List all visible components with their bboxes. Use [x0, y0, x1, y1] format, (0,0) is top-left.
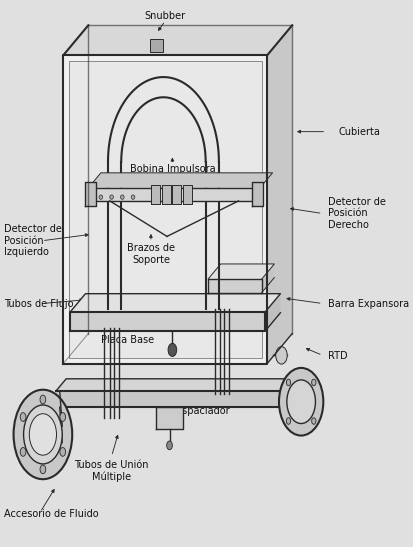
Circle shape [24, 405, 62, 464]
Ellipse shape [110, 195, 113, 199]
Ellipse shape [121, 195, 124, 199]
Circle shape [286, 379, 291, 386]
Circle shape [276, 347, 287, 364]
Polygon shape [63, 25, 292, 55]
Polygon shape [183, 184, 192, 204]
Polygon shape [88, 173, 273, 188]
Circle shape [167, 441, 172, 450]
Polygon shape [56, 391, 292, 407]
Text: Brazos de
Soporte: Brazos de Soporte [127, 243, 175, 265]
Circle shape [40, 465, 46, 474]
Circle shape [29, 414, 57, 455]
Circle shape [312, 379, 316, 386]
Text: Tubos de Flujo: Tubos de Flujo [4, 299, 74, 309]
Circle shape [287, 380, 316, 423]
Polygon shape [266, 294, 280, 331]
Polygon shape [172, 184, 181, 204]
Circle shape [279, 368, 323, 435]
Polygon shape [62, 388, 63, 443]
Text: Placa Base: Placa Base [101, 335, 154, 345]
Ellipse shape [131, 195, 135, 199]
Ellipse shape [99, 195, 103, 199]
Text: Tubos de Unión
Múltiple: Tubos de Unión Múltiple [74, 460, 149, 482]
Polygon shape [71, 294, 280, 312]
Circle shape [40, 395, 46, 404]
Circle shape [60, 412, 66, 421]
Polygon shape [71, 312, 266, 331]
Text: Cubierta: Cubierta [339, 127, 381, 137]
Circle shape [168, 344, 177, 357]
Circle shape [14, 389, 72, 479]
Text: Espaciador: Espaciador [176, 405, 230, 416]
Text: Accesorio de Fluido: Accesorio de Fluido [4, 509, 99, 519]
Polygon shape [150, 39, 163, 52]
Polygon shape [63, 55, 267, 364]
Polygon shape [69, 61, 262, 358]
Text: Detector de
Posición
Izquierdo: Detector de Posición Izquierdo [4, 224, 62, 257]
Circle shape [286, 418, 291, 424]
Polygon shape [156, 407, 183, 429]
Polygon shape [56, 379, 302, 391]
Polygon shape [208, 279, 262, 293]
Polygon shape [88, 188, 260, 201]
Polygon shape [85, 182, 96, 206]
Circle shape [20, 447, 26, 456]
Circle shape [312, 418, 316, 424]
Text: Barra Expansora: Barra Expansora [328, 299, 409, 309]
Text: RTD: RTD [328, 351, 348, 362]
Polygon shape [161, 184, 171, 204]
Polygon shape [151, 184, 160, 204]
Polygon shape [208, 264, 274, 279]
Circle shape [20, 412, 26, 421]
Polygon shape [267, 25, 292, 364]
Text: Snubber: Snubber [145, 11, 186, 21]
Polygon shape [252, 182, 263, 206]
Polygon shape [262, 264, 274, 293]
Text: Bobina Impulsora
y Magneto: Bobina Impulsora y Magneto [130, 165, 215, 186]
Text: Detector de
Posición
Derecho: Detector de Posición Derecho [328, 197, 386, 230]
Circle shape [60, 447, 66, 456]
